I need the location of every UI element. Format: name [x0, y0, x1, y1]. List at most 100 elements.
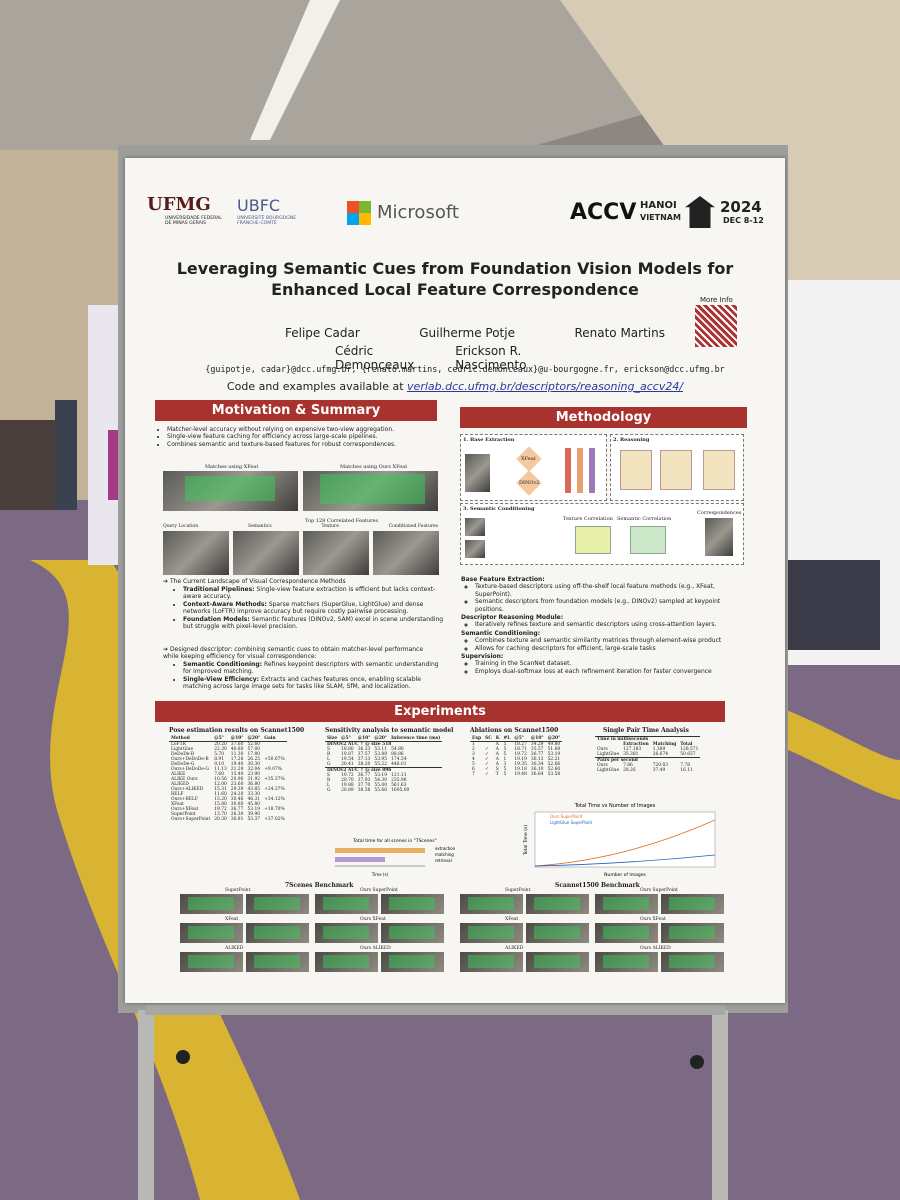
table-cell: 128.571 [680, 747, 699, 752]
method-label: Base Feature Extraction: [461, 576, 545, 583]
chart-title: Total Time vs Number of Images [574, 803, 656, 809]
table-header: Exp SC K #L @5° @10° @20° [470, 736, 563, 742]
table-cell: 55.66 [374, 788, 387, 793]
bullet-label: Single-View Efficiency: [183, 675, 260, 683]
table-cell: 5 [503, 772, 507, 777]
author: Erickson R. Nascimento [455, 344, 527, 372]
table-row: ALIKE 7.60 15.40 23.90 [169, 772, 287, 777]
logo-dates: DEC 8-12 [723, 216, 764, 225]
table-cell: 26.25 [247, 757, 261, 762]
diagram-label: XFeat [521, 456, 536, 462]
table-cell: 13.70 [214, 812, 227, 817]
table-cell: 55.00 [374, 783, 387, 788]
table-row: 4 ✓ A 1 19.19 36.13 52.21 [470, 757, 562, 762]
table-cell: 37.13 [357, 757, 371, 762]
table-cell: A [495, 747, 499, 752]
table-row: 7 ✓ T 5 19.48 36.64 53.58 [470, 772, 562, 777]
table-cell: +35.37% [264, 777, 285, 782]
table-cell: 52.21 [547, 757, 561, 762]
person [55, 400, 77, 510]
table-cell: 37.60 [230, 742, 244, 747]
table-cell: 15.20 [214, 797, 227, 802]
photo [315, 952, 378, 972]
table-cell: 22.30 [214, 747, 227, 752]
table-cell: 37.93 [357, 778, 371, 783]
method-item: Semantic Conditioning:Combines texture a… [461, 630, 746, 652]
benchmark-label: XFeat [225, 917, 239, 922]
table-cell: 36.80 [247, 782, 261, 787]
table-cell: ALIKE [171, 772, 186, 777]
logo-microsoft: Microsoft [377, 202, 459, 223]
table-cell: 36.77 [357, 773, 371, 778]
benchmark-label: Ours ALIKED [640, 946, 671, 951]
benchmark-label: Ours SuperPoint [360, 888, 398, 893]
diagram-label: 2. Reasoning [613, 437, 650, 443]
table-cell: Ours+RELF [171, 797, 198, 802]
landscape-title-text: The Current Landscape of Visual Correspo… [169, 578, 346, 585]
method-label: Supervision: [461, 653, 504, 661]
table-cell: 50.657 [680, 752, 696, 757]
table-cell: 19.35 [514, 762, 527, 767]
method-item: Base Feature Extraction:Texture-based de… [461, 576, 746, 613]
bullet: Matcher-level accuracy without relying o… [167, 426, 447, 433]
photo [180, 952, 243, 972]
table-cell: 19.88 [341, 783, 354, 788]
photo [381, 894, 444, 914]
photo [460, 894, 523, 914]
table-cell: 20.70 [341, 778, 354, 783]
table-row: ALIKE Ours 10.56 20.96 31.92 +35.37% [169, 777, 287, 782]
header-cell: SC [485, 736, 492, 741]
header-cell: @20° [374, 736, 388, 741]
table-cell: 20.20 [214, 742, 227, 747]
match-lines [468, 897, 514, 910]
benchmark-label: XFeat [505, 917, 519, 922]
table-row: Ours+DeDoDe-B 8.91 17.28 26.25 +50.67% [169, 757, 287, 762]
code-link[interactable]: verlab.dcc.ufmg.br/descriptors/reasoning… [407, 380, 684, 393]
sub-bullet: Training in the ScanNet dataset. [475, 660, 746, 667]
table-cell: 11.30 [230, 752, 244, 757]
figure-label: Matches using XFeat [205, 464, 259, 470]
table-cell: ✓ [485, 767, 489, 772]
table-row: L 19.88 37.70 55.00 561.63 [325, 783, 442, 788]
table: Size @5° @10° @20° Inference time (ms) DINOv2… [325, 736, 443, 793]
table-cell: 36.77 [230, 807, 244, 812]
table-cell: ✓ [485, 757, 489, 762]
table-cell: 37.57 [357, 752, 371, 757]
title: Leveraging Semantic Cues from Foundation… [125, 258, 785, 300]
table-row: RELF 11.60 24.20 33.30 [169, 792, 287, 797]
table-header: Method @5° @10° @20° Gain [169, 736, 287, 742]
table-cell: 17.80 [247, 752, 261, 757]
group-row: Time in milliseconds [595, 736, 701, 743]
table: Exp SC K #L @5° @10° @20° 1 A 5 18.27 34.29 49.80 2 ✓ A… [470, 736, 563, 777]
title-line: Leveraging Semantic Cues from Foundation… [176, 259, 734, 278]
table-cell: 36.34 [530, 762, 544, 767]
axis-label: Total Time (s) [523, 825, 529, 856]
table-row: DeDoDe-G 9.10 19.40 30.30 [169, 762, 287, 767]
table-cell: B [327, 778, 331, 783]
match-lines [534, 926, 580, 939]
figure-label: Texture [321, 524, 339, 529]
match-lines [185, 476, 275, 501]
table-cell: 52.60 [547, 767, 561, 772]
table-cell: 2 [472, 747, 475, 752]
table-cell: A [495, 757, 499, 762]
table-cell: 12.00 [214, 782, 227, 787]
figure-label: Semantics [247, 524, 272, 529]
axis-label: Number of Images [604, 872, 646, 878]
table-cell: 40.80 [230, 747, 244, 752]
stand-bar [145, 1005, 725, 1015]
sub-list: Combines texture and semantic similarity… [461, 637, 746, 652]
match-lines [603, 897, 649, 910]
table-cell: 45.80 [247, 802, 261, 807]
photo [661, 923, 724, 943]
table-cell: Ours [597, 747, 608, 752]
match-lines [534, 897, 580, 910]
table-cell: +18.70% [264, 807, 285, 812]
designed-title-text: Designed descriptor: combining semantic … [163, 646, 424, 661]
table-row: Ours 7.86 720.03 7.78 [595, 763, 700, 768]
table-cell: ✓ [485, 752, 489, 757]
author: Guilherme Potje [419, 326, 515, 340]
match-lines [188, 955, 234, 968]
table-cell: 20.30 [214, 817, 227, 822]
table-row: L 19.54 37.13 53.95 174.54 [325, 757, 442, 762]
